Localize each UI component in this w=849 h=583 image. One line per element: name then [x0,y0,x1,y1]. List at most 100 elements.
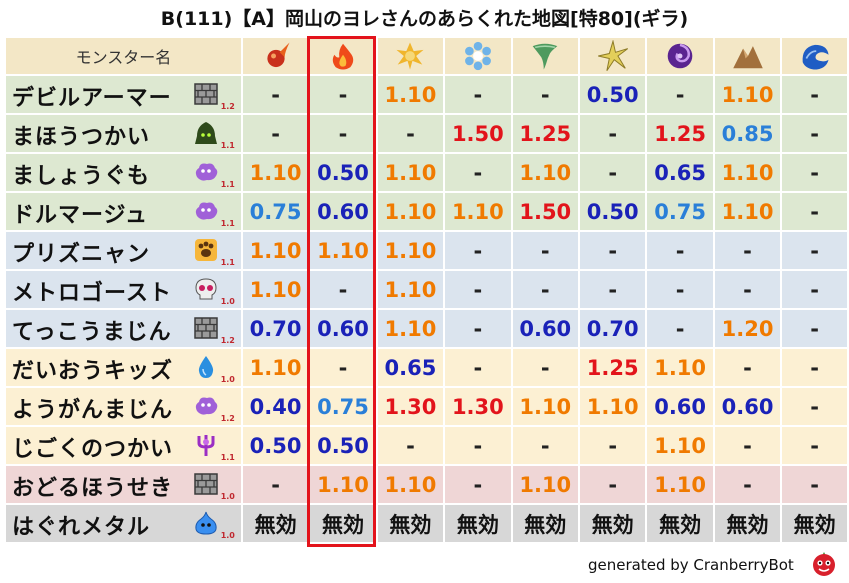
resistance-value: 1.10 [512,154,578,191]
tornado-icon [529,40,561,72]
explosion-icon [394,40,426,72]
blue-slime-icon [193,510,219,536]
resistance-value: - [579,154,646,191]
resistance-value: - [579,466,646,503]
purple-cloud-icon [193,393,219,419]
resistance-value: - [445,154,511,191]
monster-level: 1.0 [220,531,235,540]
page-title: B(111)【A】岡山のヨレさんのあらくれた地図[特80](ギラ) [160,8,689,30]
resistance-value: 1.10 [445,193,511,230]
table-row: メトロゴースト 1.0 1.10-1.10- - - - - - [6,271,847,308]
monster-name-cell: ドルマージュ 1.1 [6,193,241,230]
monster-level: 1.0 [220,375,235,384]
resistance-value: - [782,232,847,269]
monster-name-cell: メトロゴースト 1.0 [6,271,241,308]
resistance-value: 0.60 [310,310,376,347]
resistance-value: - [445,76,511,113]
resistance-value: 無効 [782,505,847,542]
monster-name: はぐれメタル [12,515,151,540]
skull-icon [193,276,219,302]
fire-ball-icon [260,40,292,72]
resistance-value: - [714,427,781,464]
resistance-value: 1.10 [310,466,376,503]
column-header-1 [242,38,309,74]
table-row: おどるほうせき 1.0-1.10 1.10-1.10-1.10- - [6,466,847,503]
resistance-value: - [579,115,646,152]
monster-level: 1.1 [220,219,235,228]
cranberry-bot-icon [813,552,835,576]
trident-icon [193,432,219,458]
resistance-value: - [512,76,578,113]
monster-level: 1.0 [220,297,235,306]
column-header-8 [714,38,781,74]
monster-level: 1.1 [220,258,235,267]
monster-name: まほうつかい [12,125,151,150]
resistance-value: - [377,115,444,152]
resistance-value: 無効 [445,505,511,542]
flame-icon [327,40,359,72]
resistance-value: 1.10 [647,466,713,503]
resistance-value: 1.10 [714,154,781,191]
resistance-value: - [782,388,847,425]
resistance-value: 0.50 [242,427,309,464]
resistance-value: 無効 [377,505,444,542]
ice-crystal-icon [462,40,494,72]
monster-name-cell: プリズニャン 1.1 [6,232,241,269]
resistance-value: - [512,271,578,308]
resistance-value: - [782,154,847,191]
resistance-value: 無効 [647,505,713,542]
resistance-value: 0.50 [579,76,646,113]
water-wave-icon [799,40,831,72]
resistance-value: - [445,271,511,308]
resistance-value: 0.70 [579,310,646,347]
resistance-value: - [512,349,578,386]
resistance-value: 1.10 [579,388,646,425]
resistance-value: 1.10 [647,427,713,464]
resistance-value: - [647,76,713,113]
resistance-value: 1.10 [377,466,444,503]
table-row: だいおうキッズ 1.0 1.10-0.65- -1.25 1.10- - [6,349,847,386]
resistance-value: 1.10 [647,349,713,386]
resistance-value: - [782,76,847,113]
resistance-value: 1.10 [714,193,781,230]
water-drop-icon [193,354,219,380]
column-header-5 [512,38,578,74]
monster-level: 1.0 [220,492,235,501]
monster-level: 1.1 [220,453,235,462]
resistance-value: - [445,427,511,464]
monster-level: 1.1 [220,180,235,189]
resistance-table: モンスター名 デビルアーマー 1.2- -1.10- -0.50-1.10- まほうつか… [4,36,849,544]
resistance-value: 0.50 [579,193,646,230]
resistance-value: 1.10 [377,232,444,269]
monster-name: おどるほうせき [12,476,174,501]
header-row: モンスター名 [6,38,847,74]
purple-cloud-icon [193,198,219,224]
resistance-value: - [782,349,847,386]
lightning-icon [597,39,629,72]
resistance-value: - [782,115,847,152]
resistance-value: 1.30 [377,388,444,425]
brick-wall-icon [193,81,219,107]
table-body: デビルアーマー 1.2- -1.10- -0.50-1.10- まほうつかい 1.1- - -… [6,76,847,542]
resistance-value: - [445,466,511,503]
resistance-value: - [647,310,713,347]
monster-name-cell: デビルアーマー 1.2 [6,76,241,113]
resistance-value: 1.10 [377,271,444,308]
resistance-value: 無効 [714,505,781,542]
resistance-value: 0.40 [242,388,309,425]
purple-cloud-icon [193,159,219,185]
monster-name-cell: てっこうまじん 1.2 [6,310,241,347]
resistance-value: 1.10 [242,349,309,386]
table-row: はぐれメタル 1.0 無効 無効 無効 無効 無効 無効 無効 無効 無効 [6,505,847,542]
resistance-value: 1.10 [377,154,444,191]
resistance-value: - [647,232,713,269]
resistance-value: 1.10 [377,193,444,230]
resistance-value: - [782,466,847,503]
resistance-value: - [512,232,578,269]
resistance-value: 0.60 [310,193,376,230]
resistance-value: 1.25 [647,115,713,152]
column-header-9 [782,38,847,74]
monster-level: 1.1 [220,141,235,150]
brick-wall-icon [193,315,219,341]
resistance-value: 0.75 [647,193,713,230]
